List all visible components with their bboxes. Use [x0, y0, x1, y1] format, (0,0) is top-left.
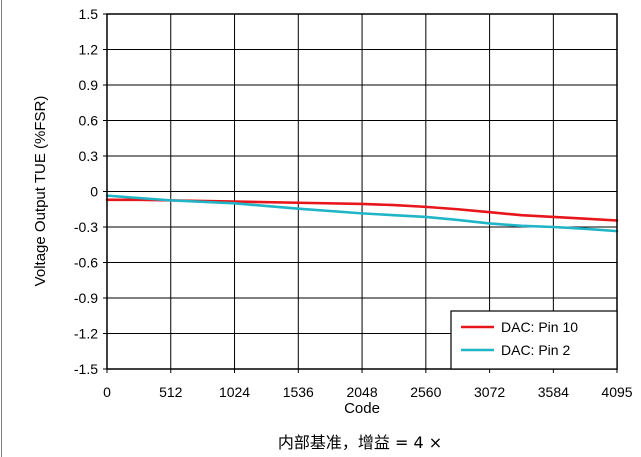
x-tick-label: 2048	[346, 384, 377, 400]
x-tick-label: 4095	[601, 384, 632, 400]
y-tick-label: -1.2	[74, 326, 98, 342]
y-tick-label: -0.3	[74, 219, 98, 235]
y-tick-label: -0.9	[74, 290, 98, 306]
y-tick-label: 0.6	[79, 113, 99, 129]
plot-frame	[106, 13, 618, 370]
y-axis-label: Voltage Output TUE (%FSR)	[32, 96, 49, 287]
x-tick-label: 3584	[538, 384, 569, 400]
y-tick-label: 0.9	[79, 77, 99, 93]
figure-caption: 内部基准，增益 = 4 ×	[278, 433, 442, 452]
legend-box	[450, 310, 618, 370]
x-tick-label: 1024	[219, 384, 250, 400]
y-tick-label: 1.2	[79, 42, 99, 58]
y-tick-label: 0.3	[79, 148, 99, 164]
x-tick-label: 512	[159, 384, 183, 400]
series-group	[105, 194, 619, 233]
x-tick-labels: 0 512 1024 1536 2048 2560 3072 3584 4095	[103, 384, 633, 400]
legend-label-dac-pin-10: DAC: Pin 10	[501, 319, 578, 335]
y-tick-label: 0	[90, 184, 98, 200]
legend-label-dac-pin-2: DAC: Pin 2	[501, 342, 570, 358]
figure-border	[1, 0, 2, 457]
y-tick-label: -0.6	[74, 255, 98, 271]
y-tick-label: 1.5	[79, 6, 99, 22]
y-tick-labels: 1.5 1.2 0.9 0.6 0.3 0 -0.3 -0.6 -0.9 -1.2 -1.5	[74, 6, 98, 377]
x-tick-label: 1536	[283, 384, 314, 400]
x-axis-label: Code	[344, 400, 380, 417]
legend: DAC: Pin 10 DAC: Pin 2	[450, 310, 618, 370]
y-tick-label: -1.5	[74, 361, 98, 377]
series-line-dac-pin-2	[105, 194, 619, 233]
x-tick-label: 3072	[474, 384, 505, 400]
x-tick-label: 2560	[410, 384, 441, 400]
x-tick-label: 0	[103, 384, 111, 400]
